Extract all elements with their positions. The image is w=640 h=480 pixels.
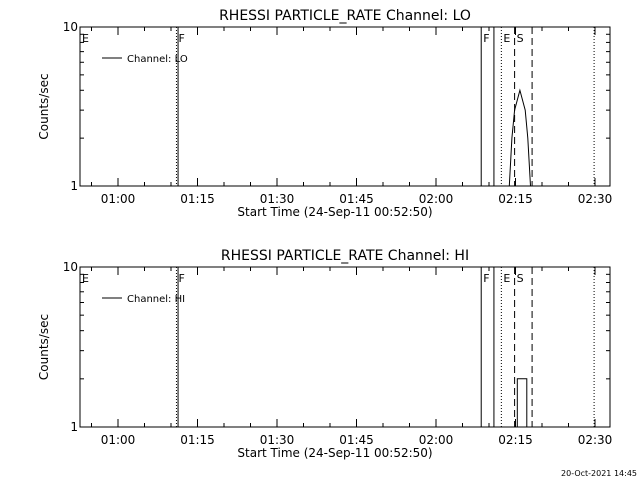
x-tick-label: 01:30 [260,433,295,447]
x-axis-label: Start Time (24-Sep-11 00:52:50) [237,446,432,460]
plot-frame [79,266,611,428]
generation-timestamp: 20-Oct-2021 14:45 [561,469,637,478]
chart-title: RHESSI PARTICLE_RATE Channel: LO [219,8,471,24]
x-tick-label: 01:30 [260,192,295,206]
x-tick-label: 01:00 [101,433,136,447]
chart-panel-1: RHESSI PARTICLE_RATE Channel: LO 01:00 01:… [37,8,612,219]
event-flag-label: E [82,32,89,45]
x-tick-label: 01:00 [101,192,136,206]
event-flag-label: E [82,272,89,285]
x-tick-label: 02:15 [498,192,533,206]
event-flag-label: E [503,272,510,285]
y-axis-label: Counts/sec [37,314,51,380]
event-flag-label: S [517,272,524,285]
plot-frame [79,26,611,187]
x-axis-label: Start Time (24-Sep-11 00:52:50) [237,205,432,219]
series-line-1 [508,88,531,187]
x-tick-label: 01:15 [180,433,215,447]
y-tick-label: 10 [63,260,78,274]
x-tick-label: 02:30 [578,433,613,447]
event-flag-label: F [178,272,184,285]
x-tick-label: 02:00 [419,433,454,447]
y-tick-label: 1 [70,420,78,434]
x-tick-label: 02:15 [498,433,533,447]
event-flag-label: S [517,32,524,45]
legend-label: Channel: LO [127,54,188,65]
chart-title: RHESSI PARTICLE_RATE Channel: HI [221,248,469,264]
chart-panel-2: RHESSI PARTICLE_RATE Channel: HI 01:00 01:… [37,248,612,460]
y-axis-label: Counts/sec [37,73,51,139]
x-tick-label: 01:45 [339,192,374,206]
x-tick-label: 01:15 [180,192,215,206]
x-tick-label: 02:30 [578,192,613,206]
event-flag-label: F [483,32,489,45]
x-tick-label: 02:00 [419,192,454,206]
event-flag-label: F [483,272,489,285]
event-flag-label: F [178,32,184,45]
x-tick-label: 01:45 [339,433,374,447]
y-tick-label: 10 [63,20,78,34]
series-line-1 [516,378,528,427]
y-tick-label: 1 [70,179,78,193]
event-flag-label: E [503,32,510,45]
legend-label: Channel: HI [127,294,185,305]
